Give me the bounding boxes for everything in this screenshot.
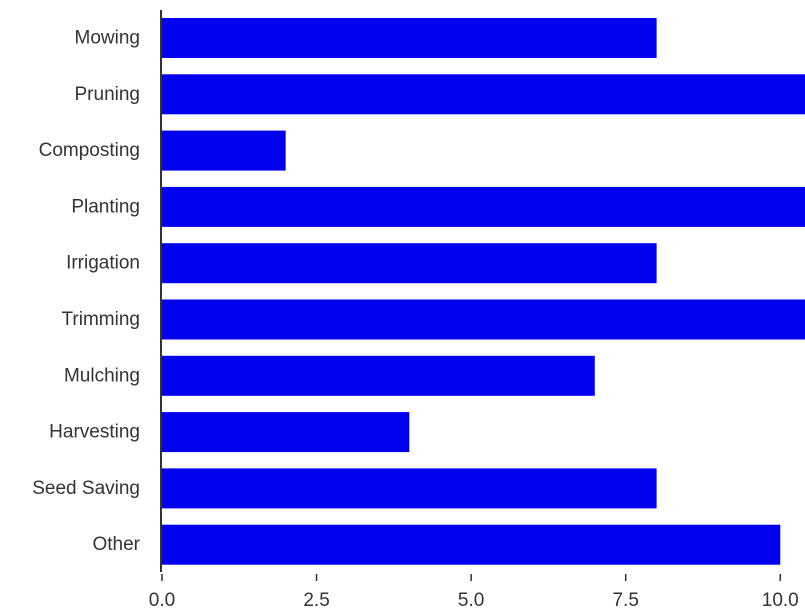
- category-label: Planting: [71, 196, 140, 217]
- bar-mowing: [162, 18, 657, 58]
- category-label: Mowing: [75, 28, 140, 49]
- bar-composting: [162, 130, 286, 171]
- x-tick-label: 7.5: [612, 590, 638, 611]
- bar-pruning: [162, 74, 805, 115]
- x-tick-label: 10.0: [762, 590, 799, 611]
- category-label: Trimming: [62, 309, 140, 330]
- bar-other: [162, 524, 781, 565]
- category-label: Seed Saving: [32, 478, 140, 499]
- category-label: Composting: [39, 140, 140, 161]
- bar-seed-saving: [162, 468, 657, 509]
- category-labels: Mowing Pruning Composting Planting Irrigatio…: [32, 28, 140, 556]
- bar-planting: [162, 186, 805, 227]
- category-label: Pruning: [75, 84, 141, 105]
- bar-irrigation: [162, 243, 657, 284]
- bar-harvesting: [162, 412, 410, 453]
- category-label: Harvesting: [49, 422, 140, 443]
- category-label: Mulching: [64, 365, 140, 386]
- x-axis-ticks: 0.0 2.5 5.0 7.5 10.0: [149, 574, 799, 611]
- bars-layer: [162, 18, 805, 565]
- x-tick-label: 2.5: [303, 590, 329, 611]
- category-label: Other: [92, 534, 140, 555]
- bar-trimming: [162, 299, 805, 340]
- bar-mulching: [162, 355, 595, 396]
- x-tick-label: 5.0: [458, 590, 484, 611]
- x-tick-label: 0.0: [149, 590, 175, 611]
- category-label: Irrigation: [66, 253, 140, 274]
